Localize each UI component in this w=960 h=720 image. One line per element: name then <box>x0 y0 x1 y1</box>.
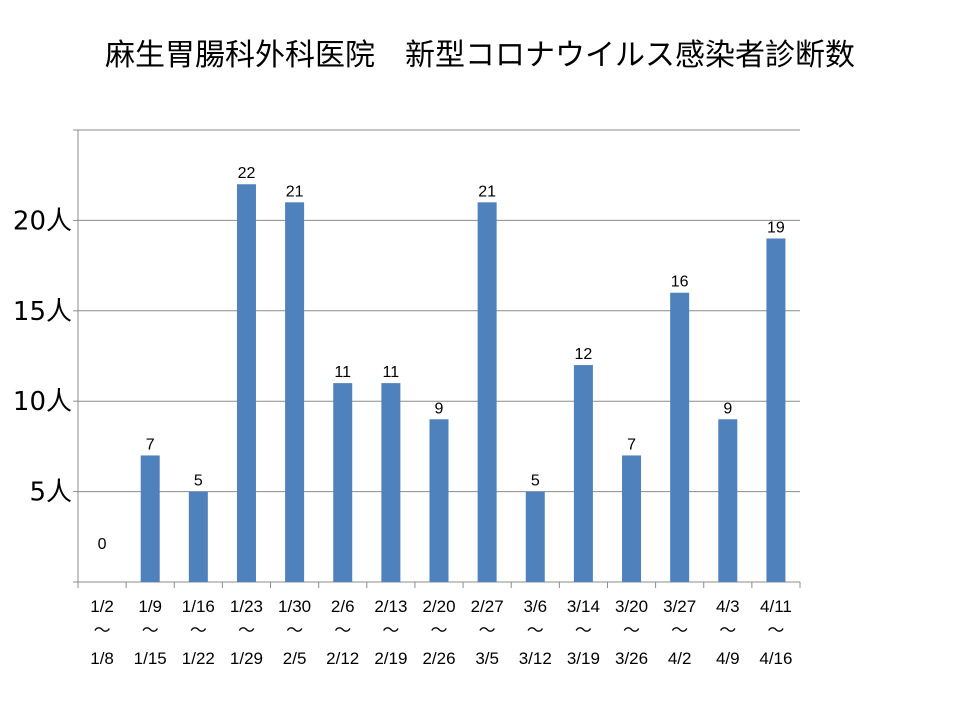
y-tick-label: 20人 <box>13 206 72 236</box>
x-tick-label-end: 3/5 <box>475 649 499 668</box>
data-label: 9 <box>435 400 444 417</box>
x-tick-label-start: 1/2 <box>90 597 114 616</box>
data-label: 21 <box>286 183 304 200</box>
x-tick-label-start: 2/13 <box>374 597 407 616</box>
x-tick-label-end: 2/12 <box>326 649 359 668</box>
x-tick-label-start: 3/6 <box>523 597 547 616</box>
x-tick-label-end: 2/5 <box>283 649 307 668</box>
x-tick-label-end: 3/12 <box>519 649 552 668</box>
bar <box>622 455 642 582</box>
x-tick-label-separator: ～ <box>527 621 544 641</box>
x-tick-label-end: 4/16 <box>759 649 792 668</box>
data-label: 11 <box>334 364 351 381</box>
x-tick-label-start: 3/14 <box>567 597 600 616</box>
x-tick-label-separator: ～ <box>719 621 736 641</box>
data-label: 0 <box>98 536 107 553</box>
bar <box>670 292 690 582</box>
y-tick-label: 15人 <box>13 297 72 327</box>
x-tick-label-separator: ～ <box>671 621 688 641</box>
data-label: 22 <box>238 165 256 182</box>
data-label: 19 <box>767 219 785 236</box>
bar <box>285 202 305 582</box>
x-tick-label-end: 3/19 <box>567 649 600 668</box>
x-tick-label-start: 1/23 <box>230 597 263 616</box>
bar <box>429 419 449 582</box>
x-tick-label-start: 3/27 <box>663 597 696 616</box>
bar <box>236 184 256 583</box>
x-tick-label-start: 3/20 <box>615 597 648 616</box>
x-tick-label-start: 2/6 <box>331 597 355 616</box>
data-label: 12 <box>575 346 593 363</box>
bar <box>477 202 497 582</box>
x-tick-label-separator: ～ <box>238 621 255 641</box>
data-label: 11 <box>383 364 400 381</box>
x-tick-label-start: 1/9 <box>138 597 162 616</box>
x-tick-label-start: 2/27 <box>471 597 504 616</box>
y-tick-label: 10人 <box>13 387 72 417</box>
x-tick-label-end: 1/22 <box>182 649 215 668</box>
x-tick-label-start: 4/3 <box>716 597 740 616</box>
bar <box>188 491 208 582</box>
x-tick-label-start: 2/20 <box>422 597 455 616</box>
data-label: 7 <box>146 436 155 453</box>
bar <box>766 238 786 583</box>
x-tick-label-end: 1/29 <box>230 649 263 668</box>
bar <box>718 419 738 582</box>
data-label: 16 <box>671 274 689 291</box>
x-tick-label-end: 4/9 <box>716 649 740 668</box>
x-tick-label-separator: ～ <box>767 621 784 641</box>
x-tick-label-separator: ～ <box>334 621 351 641</box>
x-tick-label-separator: ～ <box>623 621 640 641</box>
data-label: 5 <box>194 473 203 490</box>
data-label: 21 <box>478 183 496 200</box>
bar <box>333 383 353 582</box>
x-tick-label-end: 3/26 <box>615 649 648 668</box>
bar <box>381 383 401 582</box>
bar <box>140 455 160 582</box>
data-label: 5 <box>531 473 540 490</box>
chart-title: 麻生胃腸科外科医院 新型コロナウイルス感染者診断数 <box>105 38 855 73</box>
x-tick-label-separator: ～ <box>190 621 207 641</box>
x-tick-label-separator: ～ <box>142 621 159 641</box>
data-label: 9 <box>723 400 732 417</box>
x-tick-label-start: 1/16 <box>182 597 215 616</box>
x-tick-label-separator: ～ <box>479 621 496 641</box>
x-tick-label-end: 4/2 <box>668 649 692 668</box>
x-tick-label-start: 4/11 <box>760 597 792 616</box>
x-tick-label-end: 1/15 <box>134 649 167 668</box>
bar <box>525 491 545 582</box>
x-tick-label-end: 2/26 <box>422 649 455 668</box>
x-tick-label-end: 1/8 <box>90 649 114 668</box>
x-tick-label-separator: ～ <box>94 621 111 641</box>
bar <box>573 365 593 582</box>
x-tick-label-separator: ～ <box>286 621 303 641</box>
x-tick-label-separator: ～ <box>431 621 448 641</box>
x-tick-label-separator: ～ <box>382 621 399 641</box>
y-tick-label: 5人 <box>29 478 72 508</box>
x-tick-label-start: 1/30 <box>278 597 311 616</box>
x-tick-label-separator: ～ <box>575 621 592 641</box>
x-tick-label-end: 2/19 <box>374 649 407 668</box>
data-label: 7 <box>627 436 636 453</box>
